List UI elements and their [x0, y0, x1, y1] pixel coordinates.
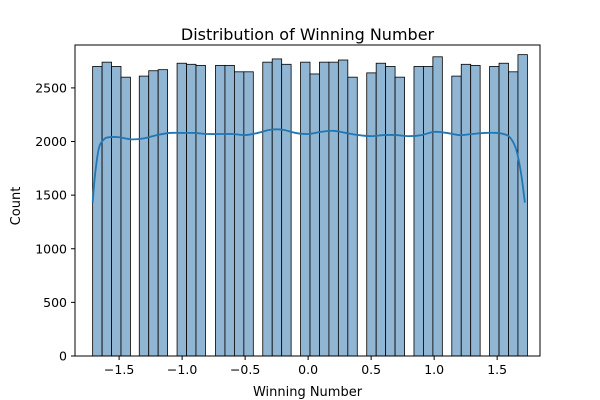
- x-tick-label: 1.5: [487, 362, 507, 377]
- histogram-bar: [451, 75, 462, 357]
- histogram-bar: [148, 70, 159, 357]
- histogram-bar: [186, 63, 197, 357]
- y-tick-label: 2000: [35, 134, 67, 149]
- y-axis-label: Count: [9, 187, 24, 226]
- histogram-bar: [423, 66, 434, 357]
- x-axis-label: Winning Number: [253, 385, 363, 400]
- histogram-bar: [489, 66, 500, 357]
- x-tick-label: 0.5: [361, 362, 381, 377]
- histogram-bar: [319, 61, 330, 357]
- histogram-bar: [337, 59, 349, 357]
- kde-curve: [91, 128, 526, 203]
- x-tick-label: −1.0: [167, 362, 197, 377]
- histogram-bar: [328, 61, 339, 357]
- histogram-bar: [138, 75, 150, 357]
- histogram-bar: [460, 63, 472, 357]
- histogram-bar: [111, 66, 122, 357]
- histogram-bar: [385, 66, 396, 357]
- y-tick-label: 2500: [35, 80, 67, 95]
- x-tick-label: −0.5: [230, 362, 260, 377]
- y-tick-label: 1500: [35, 188, 67, 203]
- histogram-bar: [92, 66, 103, 357]
- y-tick-label: 500: [43, 295, 67, 310]
- histogram-bar: [498, 62, 509, 357]
- histogram-bar: [300, 61, 311, 357]
- histogram-bar: [176, 62, 187, 357]
- chart-title: Distribution of Winning Number: [181, 25, 435, 44]
- histogram-bar: [347, 76, 358, 357]
- y-tick-label: 0: [59, 349, 67, 364]
- bars-group: [92, 54, 528, 357]
- histogram-bar: [262, 61, 273, 357]
- histogram-bar: [394, 76, 405, 357]
- plot-frame: [74, 44, 541, 357]
- histogram-bar: [309, 73, 320, 357]
- x-tick-label: 0.0: [298, 362, 318, 377]
- histogram-bar: [375, 62, 387, 357]
- histogram-bar: [413, 66, 424, 357]
- histogram-bar: [281, 63, 292, 357]
- histogram-bar: [157, 69, 169, 357]
- histogram-bar: [215, 64, 226, 357]
- histogram-bar: [271, 58, 283, 357]
- histogram-bar: [508, 71, 519, 357]
- histogram-bar: [224, 64, 235, 357]
- histogram-bar: [243, 71, 254, 357]
- histogram-bar: [470, 64, 481, 357]
- histogram-bar: [517, 54, 528, 357]
- histogram-bar: [195, 64, 206, 357]
- histogram-bar: [432, 56, 443, 357]
- x-axis-ticks: −1.5 −1.0 −0.5 0.0 0.5 1.0 1.5: [104, 356, 507, 377]
- histogram-bar: [234, 71, 245, 357]
- histogram-bar: [101, 61, 112, 357]
- histogram-bar: [120, 76, 131, 357]
- x-tick-label: 1.0: [424, 362, 444, 377]
- y-tick-label: 1000: [35, 241, 67, 256]
- y-axis-ticks: 0 500 1000 1500 2000 2500: [35, 80, 75, 364]
- x-tick-label: −1.5: [104, 362, 134, 377]
- histogram-bar: [366, 72, 377, 357]
